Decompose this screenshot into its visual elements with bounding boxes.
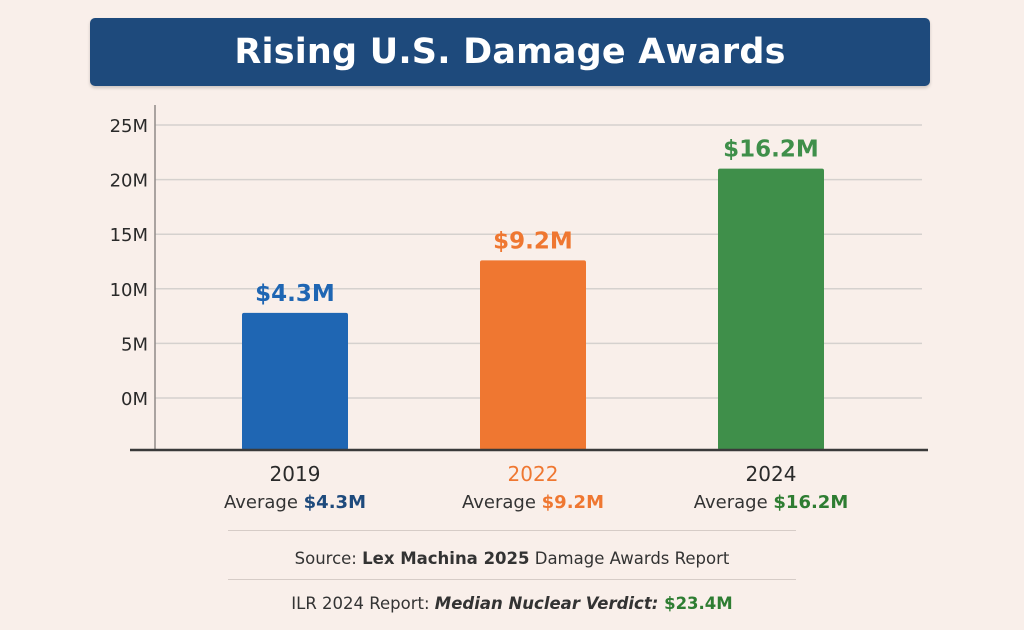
average-prefix: Average <box>462 492 542 513</box>
bar <box>480 260 586 450</box>
x-tick-label: 2024 <box>746 462 797 486</box>
ilr-prefix: ILR 2024 Report: <box>291 594 435 613</box>
average-label: Average $9.2M <box>462 492 604 513</box>
y-tick-label: 0M <box>121 389 148 410</box>
average-prefix: Average <box>224 492 304 513</box>
x-tick-label: 2022 <box>508 462 559 486</box>
y-tick-label: 15M <box>110 225 148 246</box>
divider-bottom <box>228 579 796 580</box>
x-tick-label: 2019 <box>270 462 321 486</box>
bar <box>242 312 348 450</box>
average-prefix: Average <box>694 492 774 513</box>
data-label: $4.3M <box>255 281 335 307</box>
y-tick-label: 5M <box>121 334 148 355</box>
source-line: Source: Lex Machina 2025 Damage Awards R… <box>0 549 1024 568</box>
source-suffix: Damage Awards Report <box>529 549 730 568</box>
chart-title: Rising U.S. Damage Awards <box>234 32 786 72</box>
average-value: $9.2M <box>542 492 604 513</box>
data-label: $9.2M <box>493 228 573 254</box>
y-tick-label: 25M <box>110 116 148 137</box>
divider-top <box>228 530 796 531</box>
ilr-value: $23.4M <box>658 594 733 613</box>
ilr-line: ILR 2024 Report: Median Nuclear Verdict:… <box>0 594 1024 613</box>
source-prefix: Source: <box>294 549 363 568</box>
ilr-metric: Median Nuclear Verdict: <box>434 594 659 613</box>
average-value: $4.3M <box>304 492 366 513</box>
title-banner: Rising U.S. Damage Awards <box>90 18 930 86</box>
bar <box>718 168 824 450</box>
data-label: $16.2M <box>723 137 819 163</box>
average-value: $16.2M <box>773 492 848 513</box>
y-tick-label: 20M <box>110 171 148 192</box>
y-tick-label: 10M <box>110 280 148 301</box>
source-name: Lex Machina 2025 <box>362 549 530 568</box>
average-label: Average $16.2M <box>694 492 849 513</box>
average-label: Average $4.3M <box>224 492 366 513</box>
